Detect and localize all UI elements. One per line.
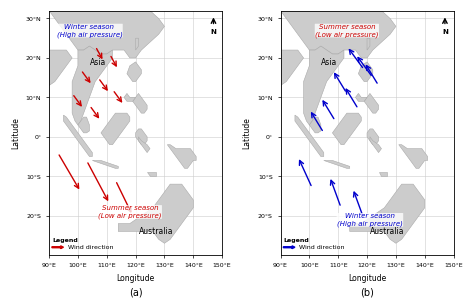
Text: N: N bbox=[210, 29, 217, 35]
Polygon shape bbox=[101, 114, 130, 145]
Polygon shape bbox=[64, 115, 92, 157]
Text: Wind direction: Wind direction bbox=[299, 245, 345, 250]
Text: Australia: Australia bbox=[138, 227, 173, 236]
Polygon shape bbox=[72, 47, 112, 125]
Polygon shape bbox=[367, 129, 379, 145]
Text: Winter season
(High air pressure): Winter season (High air pressure) bbox=[56, 24, 122, 37]
FancyArrow shape bbox=[283, 246, 295, 249]
Polygon shape bbox=[136, 129, 147, 145]
Polygon shape bbox=[252, 102, 255, 110]
Polygon shape bbox=[133, 94, 147, 114]
Polygon shape bbox=[364, 94, 379, 114]
Polygon shape bbox=[49, 50, 72, 86]
Polygon shape bbox=[281, 11, 396, 58]
Polygon shape bbox=[127, 62, 141, 82]
Polygon shape bbox=[49, 11, 164, 58]
Polygon shape bbox=[332, 114, 361, 145]
Polygon shape bbox=[20, 102, 23, 110]
Polygon shape bbox=[118, 184, 193, 243]
Text: Asia: Asia bbox=[321, 58, 337, 67]
X-axis label: Longitude: Longitude bbox=[117, 273, 155, 282]
Text: Summer season
(Low air pressure): Summer season (Low air pressure) bbox=[98, 205, 162, 219]
Polygon shape bbox=[78, 117, 90, 133]
Polygon shape bbox=[303, 47, 344, 125]
Text: Asia: Asia bbox=[90, 58, 106, 67]
Polygon shape bbox=[310, 117, 321, 133]
Text: N: N bbox=[442, 29, 448, 35]
Polygon shape bbox=[295, 115, 324, 157]
Text: Wind direction: Wind direction bbox=[68, 245, 113, 250]
Polygon shape bbox=[399, 145, 428, 169]
Polygon shape bbox=[147, 173, 156, 177]
FancyArrow shape bbox=[52, 246, 64, 249]
Y-axis label: Latitude: Latitude bbox=[243, 117, 252, 149]
X-axis label: Longitude: Longitude bbox=[348, 273, 386, 282]
Text: Legend: Legend bbox=[283, 237, 309, 243]
Polygon shape bbox=[136, 39, 138, 50]
Polygon shape bbox=[167, 145, 196, 169]
Text: (b): (b) bbox=[360, 287, 374, 297]
Text: Summer season
(Low air pressure): Summer season (Low air pressure) bbox=[315, 24, 379, 37]
Text: Australia: Australia bbox=[370, 227, 404, 236]
Polygon shape bbox=[124, 94, 136, 102]
Text: Legend: Legend bbox=[52, 237, 78, 243]
Text: (a): (a) bbox=[129, 287, 142, 297]
Polygon shape bbox=[358, 62, 373, 82]
Polygon shape bbox=[356, 94, 367, 102]
Y-axis label: Latitude: Latitude bbox=[11, 117, 20, 149]
Polygon shape bbox=[379, 173, 387, 177]
Polygon shape bbox=[350, 184, 425, 243]
Polygon shape bbox=[324, 161, 350, 169]
Text: Winter season
(High air pressure): Winter season (High air pressure) bbox=[337, 213, 403, 227]
Polygon shape bbox=[367, 39, 370, 50]
Polygon shape bbox=[138, 137, 150, 153]
Polygon shape bbox=[370, 137, 382, 153]
Polygon shape bbox=[92, 161, 118, 169]
Polygon shape bbox=[281, 50, 303, 86]
